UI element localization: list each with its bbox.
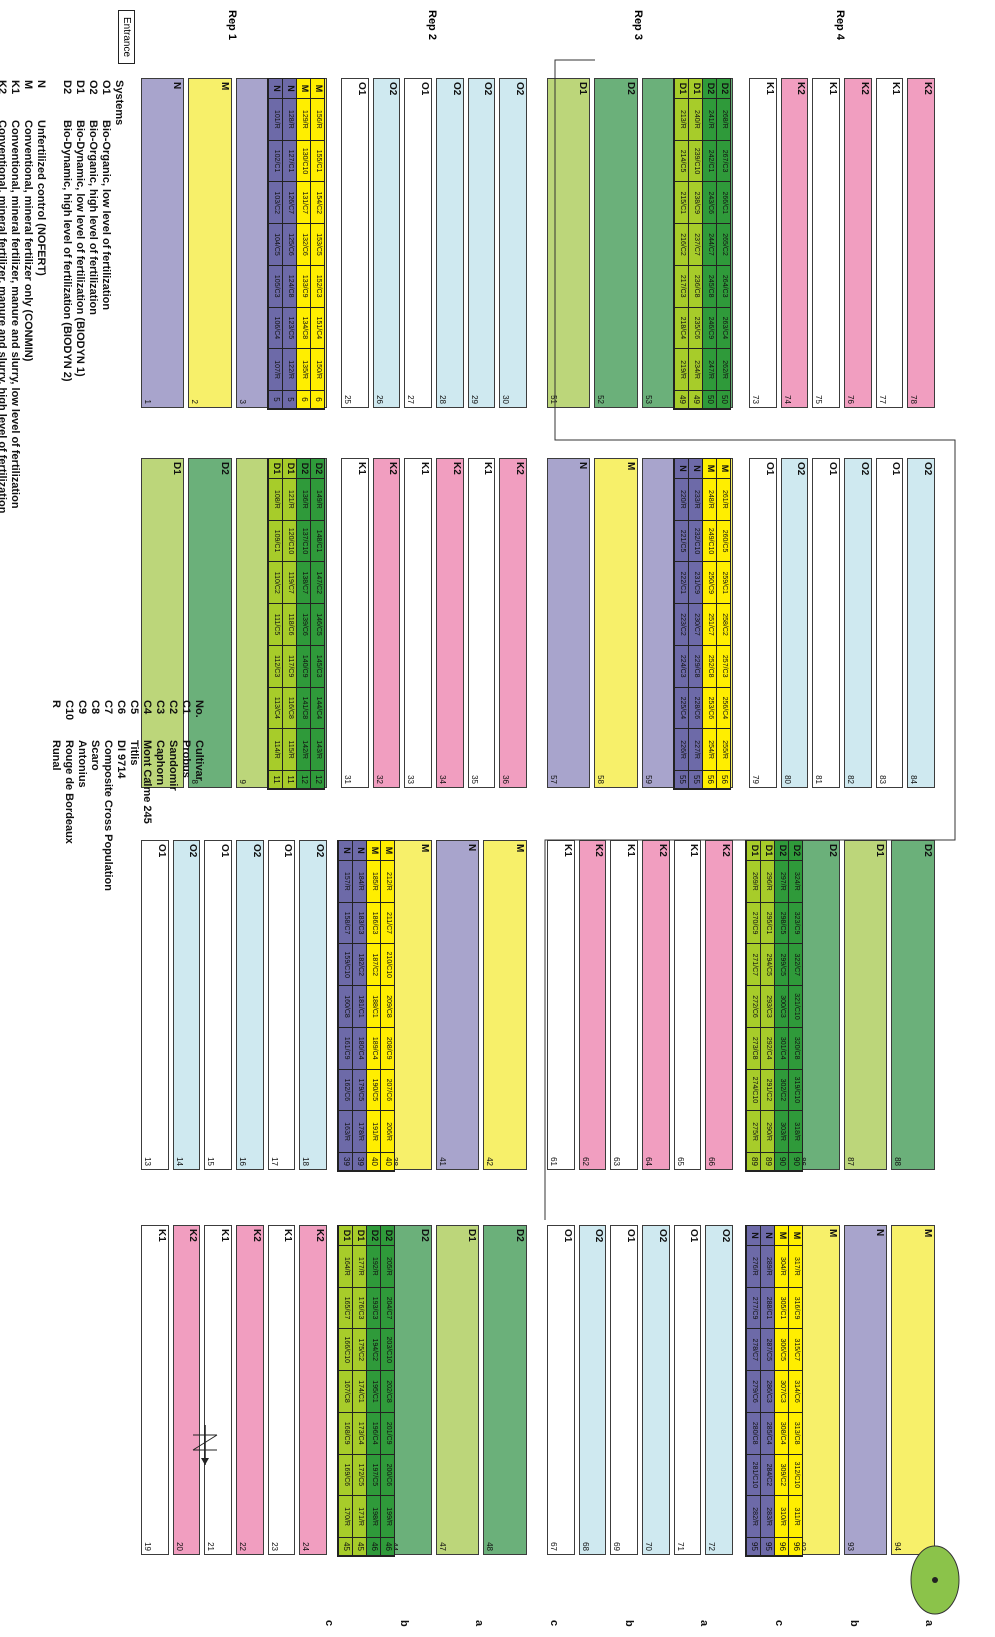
legend-cultivars-header: No. Cultivar (192, 700, 205, 891)
legend-cultivar-name: Runal (50, 740, 62, 771)
block-label: c (323, 1620, 335, 1627)
legend-cultivar-item: C9 Antonius (75, 700, 88, 891)
legend-system-desc: Conventional, mineral fertilizer only (C… (22, 120, 34, 362)
block-label: a (698, 1620, 710, 1627)
legend-system-code: K1 (9, 80, 21, 95)
block-label: a (473, 1620, 485, 1627)
legend-system-code: D1 (74, 80, 86, 95)
legend-cultivar-name: Scaro (89, 740, 101, 771)
legend-cultivar-name: Titlis (128, 740, 140, 766)
legend-cultivar-header: Cultivar (193, 740, 205, 781)
legend-systems-title: Systems (113, 80, 125, 126)
legend-system-item: O2 Bio-Organic, high level of fertilizati… (86, 80, 99, 513)
legend-system-code: O1 (100, 80, 112, 95)
legend-cultivar-item: C1 Probus (179, 700, 192, 891)
legend-system-item: O1 Bio-Organic, low level of fertilizatio… (99, 80, 112, 513)
legend-system-item: N Unfertilized control (NOFERT) (34, 80, 47, 513)
plot-path-line (544, 59, 956, 1220)
legend-system-item: M Conventional, mineral fertilizer only (… (21, 80, 34, 513)
legend-cultivar-name: Probus (180, 740, 192, 778)
legend-cultivar-item: C8 Scaro (88, 700, 101, 891)
block-label: c (773, 1620, 785, 1627)
legend-cultivar-code: C8 (89, 700, 101, 715)
north-arrow-icon (180, 1420, 225, 1470)
legend-cultivar-item: C2 Sandomir (166, 700, 179, 891)
legend-cultivar-code: C9 (76, 700, 88, 715)
legend-cultivar-name: DI 9714 (115, 740, 127, 779)
block-label: b (623, 1620, 635, 1627)
block-label: a (923, 1620, 935, 1627)
block-label: b (398, 1620, 410, 1627)
legend-cultivar-code: C2 (167, 700, 179, 715)
legend-cultivar-name: Antonius (76, 740, 88, 788)
legend-system-code: M (22, 80, 34, 90)
block-label: b (848, 1620, 860, 1627)
legend-system-item: D1 Bio-Dynamic, low level of fertilizatio… (73, 80, 86, 513)
legend-cultivar-name: Caphorn (154, 740, 166, 786)
legend-cultivar-item: C3 Caphorn (153, 700, 166, 891)
legend-system-code: K2 (0, 80, 8, 95)
legend-cultivar-code: C3 (154, 700, 166, 715)
legend-system-code: N (35, 80, 47, 88)
legend-cultivar-item: C5 Titlis (127, 700, 140, 891)
legend-cultivar-code: C4 (141, 700, 153, 715)
legend-system-item: D2 Bio-Dynamic, high level of fertilizati… (60, 80, 73, 513)
legend-system-item: K2 Conventional, mineral fertilizer, manu… (0, 80, 8, 513)
legend-system-desc: Bio-Organic, low level of fertilization (100, 120, 112, 311)
legend-no-header: No. (193, 700, 205, 718)
legend-system-item (47, 80, 60, 513)
legend-cultivar-name: Rouge de Bordeaux (63, 740, 75, 844)
legend-system-desc: Conventional, mineral fertilizer, manure… (0, 120, 8, 514)
legend-cultivar-name: Sandomir (167, 740, 179, 791)
legend-cultivar-item: C7 Composite Cross Population (101, 700, 114, 891)
legend-systems: Systems O1 Bio-Organic, low level of ferti… (0, 80, 125, 513)
legend-system-desc: Bio-Organic, high level of fertilization (87, 120, 99, 315)
legend-system-code: D2 (61, 80, 73, 95)
legend-system-desc: Bio-Dynamic, high level of fertilization… (61, 120, 73, 382)
legend-cultivar-code: C10 (63, 700, 75, 721)
tree-icon (900, 1540, 965, 1620)
legend-cultivars: No.Cultivar C1Probus C2Sandomir C3Caphorn C4… (49, 700, 205, 891)
block-label: c (548, 1620, 560, 1627)
legend-system-code: O2 (87, 80, 99, 95)
legend-cultivar-code: C1 (180, 700, 192, 715)
legend-cultivar-code: C7 (102, 700, 114, 715)
legend-cultivar-item: C6 DI 9714 (114, 700, 127, 891)
legend-cultivar-item: C4 Mont Calme 245 (140, 700, 153, 891)
legend-cultivar-item: C10 Rouge de Bordeaux (62, 700, 75, 891)
legend-cultivar-code: C6 (115, 700, 127, 715)
legend-system-desc: Conventional, mineral fertilizer, manure… (9, 120, 21, 509)
legend-cultivar-item: R Runal (49, 700, 62, 891)
legend-cultivar-code: C5 (128, 700, 140, 715)
legend-cultivar-name: Composite Cross Population (102, 740, 114, 891)
legend-cultivar-name: Mont Calme 245 (141, 740, 153, 824)
legend-system-item: K1 Conventional, mineral fertilizer, manu… (8, 80, 21, 513)
legend-cultivar-code: R (50, 700, 62, 708)
legend-system-desc: Unfertilized control (NOFERT) (35, 120, 47, 276)
legend-system-desc: Bio-Dynamic, low level of fertilization … (74, 120, 86, 377)
